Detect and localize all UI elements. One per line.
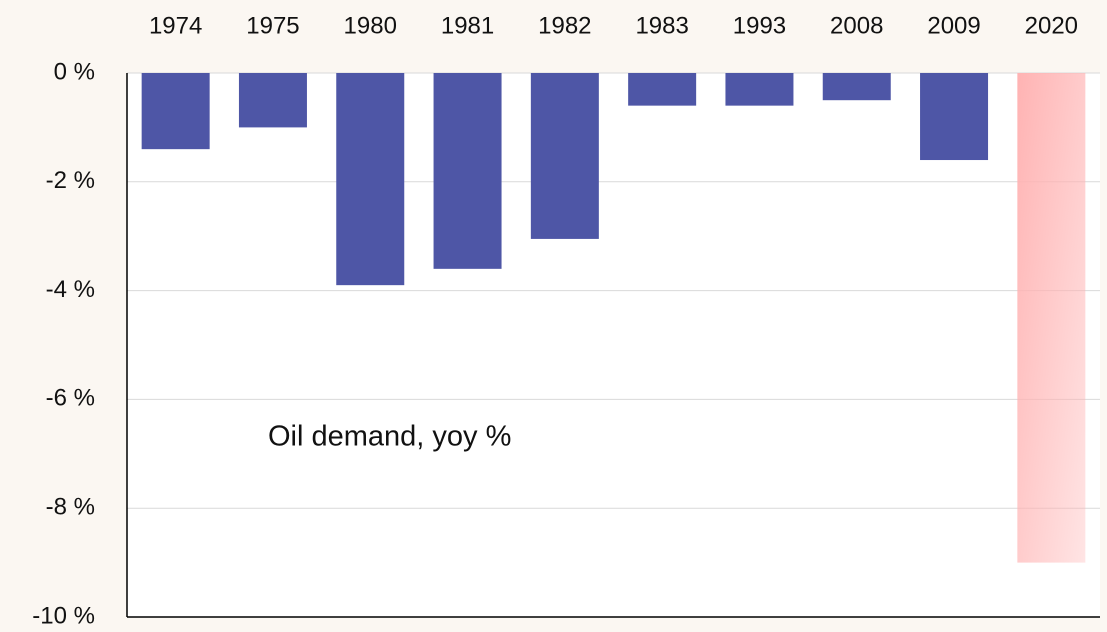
x-tick-label: 1980 xyxy=(344,12,397,39)
bar xyxy=(336,73,405,286)
y-tick-label: -2 % xyxy=(46,167,95,194)
bar xyxy=(822,73,891,101)
bar xyxy=(628,73,697,106)
x-tick-label: 1983 xyxy=(635,12,688,39)
x-tick-label: 1982 xyxy=(538,12,591,39)
x-tick-label: 2020 xyxy=(1025,12,1078,39)
y-tick-label: -8 % xyxy=(46,494,95,521)
bar xyxy=(725,73,794,106)
bar xyxy=(238,73,307,128)
bar xyxy=(530,73,599,239)
y-tick-label: -4 % xyxy=(46,276,95,303)
x-tick-label: 1975 xyxy=(246,12,299,39)
plot-area xyxy=(127,73,1100,617)
bar xyxy=(141,73,210,150)
x-tick-label: 1981 xyxy=(441,12,494,39)
y-tick-label: -6 % xyxy=(46,385,95,412)
y-tick-label: -10 % xyxy=(32,602,95,629)
x-tick-label: 2008 xyxy=(830,12,883,39)
bar xyxy=(920,73,989,161)
y-tick-label: 0 % xyxy=(54,58,95,85)
x-tick-label: 2009 xyxy=(927,12,980,39)
x-tick-label: 1993 xyxy=(733,12,786,39)
x-tick-label: 1974 xyxy=(149,12,202,39)
bar xyxy=(433,73,502,269)
annotation: Oil demand, yoy % xyxy=(268,421,511,453)
bar xyxy=(1017,73,1086,563)
